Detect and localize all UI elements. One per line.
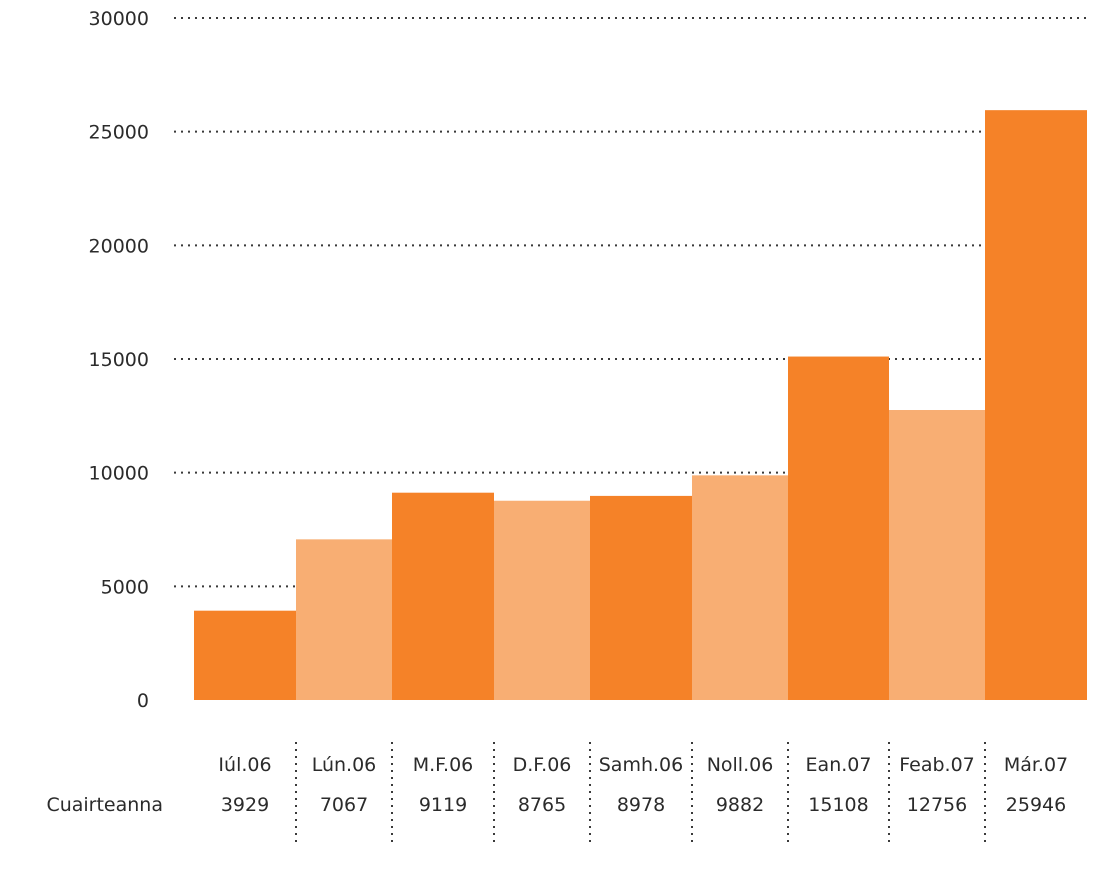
x-category-label: Lún.06 [312,754,377,776]
x-category-label: Ean.07 [806,754,872,776]
table-value: 8978 [617,794,665,816]
bar [494,500,590,700]
x-category-label: D.F.06 [513,754,572,776]
table-value: 25946 [1006,794,1066,816]
y-tick-label: 10000 [89,463,149,485]
y-tick-label: 0 [137,690,149,712]
data-table: Cuairteanna Iúl.06 3929 Lún.06 7067 M.F.06 91… [46,742,1068,845]
bar [194,610,296,700]
x-category-label: Feab.07 [899,754,975,776]
table-value: 3929 [221,794,269,816]
y-tick-label: 25000 [89,122,149,144]
y-tick-label: 20000 [89,235,149,257]
bar [392,492,494,700]
x-category-label: Már.07 [1004,754,1068,776]
bar [788,356,889,700]
y-tick-label: 5000 [101,576,149,598]
table-value: 8765 [518,794,566,816]
y-tick-label: 30000 [89,8,149,30]
x-category-label: M.F.06 [413,754,474,776]
table-value: 9882 [716,794,764,816]
bar [889,410,985,700]
table-row-label: Cuairteanna [46,794,163,816]
x-category-label: Samh.06 [599,754,683,776]
y-tick-label: 15000 [89,349,149,371]
bar [296,539,392,700]
x-category-label: Noll.06 [707,754,774,776]
y-axis-ticks: 0 5000 10000 15000 20000 25000 30000 [89,8,149,712]
bars [194,110,1087,700]
x-category-label: Iúl.06 [218,754,271,776]
table-value: 9119 [419,794,467,816]
bar [692,475,788,700]
bar [590,495,692,700]
table-value: 12756 [907,794,967,816]
table-value: 15108 [808,794,868,816]
bar [985,110,1087,700]
table-value: 7067 [320,794,368,816]
